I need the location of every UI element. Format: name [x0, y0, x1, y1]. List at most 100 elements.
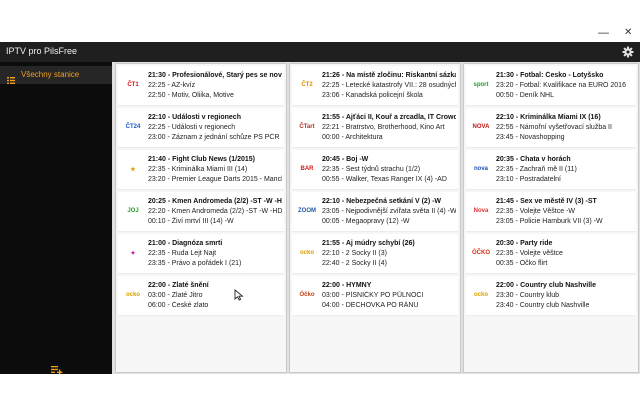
next-program: 23:30 - Country klub	[496, 292, 560, 299]
channel-logo-icon: BAR	[300, 166, 314, 172]
playlist-add-icon[interactable]	[51, 362, 63, 375]
channel-card[interactable]: ocko 22:00 - Zlaté šnění 03:00 - Zlaté Jit…	[118, 276, 284, 316]
program-list: 20:45 - Boj -W 22:35 - Šest týdnů strachu…	[322, 155, 456, 185]
next-program: 22:21 - Bratrstvo, Brotherhood, Kino Art	[322, 124, 445, 131]
program-list: 21:55 - Ajťáci II, Kouř a zrcadla, IT Cr…	[322, 113, 456, 143]
channel-card[interactable]: ocko 22:00 - Country club Nashville 23:30 …	[466, 276, 636, 316]
program-list: 21:00 - Diagnóza smrti 22:35 - Ruda Lejt …	[148, 239, 282, 269]
current-program: 20:35 - Chata v horách	[496, 156, 571, 163]
channel-card[interactable]: ★ 21:40 - Fight Club News (1/2015) 22:35 -…	[118, 150, 284, 190]
channel-card[interactable]: ZOOM 22:10 - Nebezpečná setkání V (2) -W 2…	[292, 192, 458, 232]
channel-card[interactable]: JOJ 20:25 - Kmen Andromeda (2/2) -ST -W -…	[118, 192, 284, 232]
next-program: 03:00 - Zlaté Jitro	[148, 292, 203, 299]
later-program: 00:05 - Megaopravy (12) -W	[322, 218, 410, 225]
current-program: 20:25 - Kmen Andromeda (2/2) -ST -W -HD	[148, 198, 282, 205]
channel-card[interactable]: BAR 20:45 - Boj -W 22:35 - Šest týdnů stra…	[292, 150, 458, 190]
current-program: 21:26 - Na místě zločinu: Riskantní sázk…	[322, 72, 456, 79]
program-list: 21:55 - Aj múdry schybí (26) 22:10 - 2 Šo…	[322, 239, 456, 269]
channel-card[interactable]: ČT2 21:26 - Na místě zločinu: Riskantní s…	[292, 66, 458, 106]
channel-card[interactable]: Óčko 22:00 - HYMNY 03:00 - PÍSNIČKY PO PŮL…	[292, 276, 458, 316]
close-button[interactable]: ✕	[624, 27, 633, 38]
app-bar: IPTV pro PilsFree	[0, 42, 640, 62]
program-list: 22:00 - Country club Nashville 23:30 - Co…	[496, 281, 634, 311]
channel-card[interactable]: sport 21:30 - Fotbal: Česko - Lotyšsko 23:…	[466, 66, 636, 106]
later-program: 23:45 - Novashopping	[496, 134, 565, 141]
later-program: 23:20 - Premier League Darts 2015 - Manc…	[148, 176, 282, 183]
later-program: 00:10 - Živí mrtví III (14) -W	[148, 218, 234, 225]
program-list: 20:30 - Party ride 22:35 - Volejte věštce…	[496, 239, 634, 269]
next-program: 22:55 - Námořní vyšetřovací služba II	[496, 124, 612, 131]
channel-card[interactable]: Nova 21:45 - Sex ve městě IV (3) -ST 22:35…	[466, 192, 636, 232]
current-program: 20:30 - Party ride	[496, 240, 553, 247]
channel-card[interactable]: nova 20:35 - Chata v horách 22:35 - Zachra…	[466, 150, 636, 190]
program-list: 22:10 - Události v regionech 22:25 - Udál…	[148, 113, 282, 143]
later-program: 23:06 - Kanadská policejní škola	[322, 92, 423, 99]
channel-logo-icon: ČT24	[125, 124, 141, 130]
next-program: 22:20 - Kmen Andromeda (2/2) -ST -W -HD	[148, 208, 282, 215]
current-program: 21:30 - Fotbal: Česko - Lotyšsko	[496, 72, 604, 79]
later-program: 22:50 - Motiv, Oliika, Motive	[148, 92, 234, 99]
program-list: 21:30 - Fotbal: Česko - Lotyšsko 23:20 - …	[496, 71, 634, 101]
channel-logo-icon: ČTart	[299, 124, 315, 130]
gear-icon[interactable]	[622, 45, 634, 58]
program-list: 20:35 - Chata v horách 22:35 - Zachraň mě…	[496, 155, 634, 185]
next-program: 22:25 - AZ-kvíz	[148, 82, 196, 89]
minimize-button[interactable]: —	[598, 27, 609, 39]
sidebar-item-all-stations[interactable]: Všechny stanice	[0, 66, 112, 84]
later-program: 04:00 - DECHOVKA PO RÁNU	[322, 302, 419, 309]
next-program: 22:35 - Šest týdnů strachu (1/2)	[322, 166, 421, 173]
next-program: 22:35 - Ruda Lejt Najt	[148, 250, 217, 257]
channel-card[interactable]: NOVA 22:10 - Kriminálka Miami IX (16) 22:5…	[466, 108, 636, 148]
channel-logo-icon: NOVA	[472, 124, 490, 130]
channel-card[interactable]: ČT24 22:10 - Události v regionech 22:25 - …	[118, 108, 284, 148]
program-list: 22:00 - Zlaté šnění 03:00 - Zlaté Jitro 06…	[148, 281, 282, 311]
current-program: 20:45 - Boj -W	[322, 156, 369, 163]
next-program: 22:25 - Letecké katastrofy VII.: 28 osud…	[322, 82, 456, 89]
current-program: 21:55 - Ajťáci II, Kouř a zrcadla, IT Cr…	[322, 114, 456, 121]
channel-card[interactable]: ✦ 21:00 - Diagnóza smrti 22:35 - Ruda Lejt…	[118, 234, 284, 274]
current-program: 21:40 - Fight Club News (1/2015)	[148, 156, 255, 163]
channel-logo-icon: ÓČKO	[472, 250, 490, 256]
later-program: 23:35 - Právo a pořádek I (21)	[148, 260, 242, 267]
program-list: 21:26 - Na místě zločinu: Riskantní sázk…	[322, 71, 456, 101]
sidebar: Všechny stanice	[0, 62, 112, 375]
channel-card[interactable]: ÓČKO 20:30 - Party ride 22:35 - Volejte vě…	[466, 234, 636, 274]
program-list: 22:10 - Nebezpečná setkání V (2) -W 23:05…	[322, 197, 456, 227]
program-list: 21:40 - Fight Club News (1/2015) 22:35 - …	[148, 155, 282, 185]
channel-logo-icon: ocko	[125, 292, 140, 298]
current-program: 21:55 - Aj múdry schybí (26)	[322, 240, 415, 247]
current-program: 22:10 - Události v regionech	[148, 114, 241, 121]
channel-logo-icon: ČT1	[127, 82, 139, 88]
channel-logo-icon: JOJ	[127, 208, 139, 214]
channel-card[interactable]: ocko 21:55 - Aj múdry schybí (26) 22:10 - …	[292, 234, 458, 274]
later-program: 06:00 - České zlato	[148, 302, 209, 309]
channel-logo-icon: ZOOM	[298, 208, 316, 214]
station-column: ČT2 21:26 - Na místě zločinu: Riskantní s…	[289, 63, 461, 373]
current-program: 22:10 - Nebezpečná setkání V (2) -W	[322, 198, 442, 205]
later-program: 00:55 - Walker, Texas Ranger IX (4) -AD	[322, 176, 447, 183]
channel-logo-icon: ✦	[130, 250, 136, 257]
channel-card[interactable]: ČTart 21:55 - Ajťáci II, Kouř a zrcadla, …	[292, 108, 458, 148]
channel-card[interactable]: ČT1 21:30 - Profesionálové, Starý pes se …	[118, 66, 284, 106]
next-program: 22:10 - 2 Šocky II (3)	[322, 250, 387, 257]
later-program: 23:40 - Country club Nashville	[496, 302, 590, 309]
next-program: 22:25 - Události v regionech	[148, 124, 236, 131]
channel-logo-icon: ocko	[299, 250, 314, 256]
current-program: 22:10 - Kriminálka Miami IX (16)	[496, 114, 601, 121]
later-program: 00:50 - Deník NHL	[496, 92, 554, 99]
later-program: 23:05 - Policie Hamburk VII (3) -W	[496, 218, 603, 225]
app-title: IPTV pro PilsFree	[6, 46, 78, 56]
later-program: 00:00 - Architektura	[322, 134, 383, 141]
current-program: 22:00 - Zlaté šnění	[148, 282, 209, 289]
station-column: sport 21:30 - Fotbal: Česko - Lotyšsko 23:…	[463, 63, 639, 373]
program-list: 22:10 - Kriminálka Miami IX (16) 22:55 - …	[496, 113, 634, 143]
sidebar-item-label: Všechny stanice	[21, 70, 80, 79]
later-program: 23:00 - Záznam z jednání schůze PS PČR	[148, 134, 280, 141]
channel-logo-icon: nova	[473, 166, 488, 172]
next-program: 22:35 - Volejte Věštce -W	[496, 208, 575, 215]
channel-logo-icon: sport	[473, 82, 489, 88]
program-list: 21:45 - Sex ve městě IV (3) -ST 22:35 - V…	[496, 197, 634, 227]
program-list: 21:30 - Profesionálové, Starý pes se nov…	[148, 71, 282, 101]
later-program: 22:40 - 2 Šocky II (4)	[322, 260, 387, 267]
current-program: 22:00 - HYMNY	[322, 282, 372, 289]
